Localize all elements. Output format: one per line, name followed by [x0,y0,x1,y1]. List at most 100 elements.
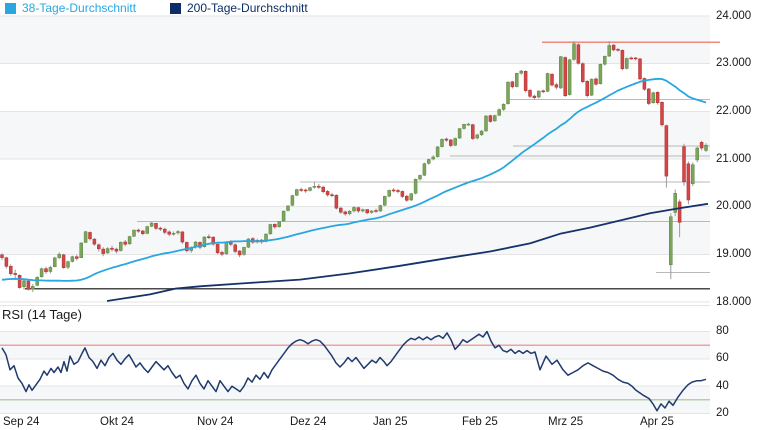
candle [664,125,669,177]
candle [488,115,493,122]
price-axis-label: 18.000 [716,295,752,308]
candle [682,146,686,183]
candle [105,248,110,254]
candle [686,163,691,201]
candle [616,49,620,51]
candle [554,84,559,88]
candle [356,207,361,212]
candle [70,256,75,262]
legend-swatch-icon [170,2,181,14]
candle [312,186,317,188]
price-axis-label: 20.000 [716,200,752,213]
price-gridlines [0,15,710,303]
rsi-axis-label: 20 [716,407,729,419]
candle [532,95,537,98]
candle [145,226,149,234]
x-axis-label: Sep 24 [3,416,40,428]
candle [369,210,374,213]
candle [57,253,61,258]
candle [501,104,506,110]
candle [691,164,695,185]
candle [237,250,242,256]
candle [484,115,488,132]
candle [506,81,510,104]
candle [642,78,647,90]
candle [405,195,409,201]
price-axis-label: 19.000 [716,247,752,260]
candle [660,102,664,126]
candle [215,244,220,254]
candle [427,159,431,164]
candle [286,205,290,211]
candle [449,139,453,146]
candle [669,216,673,266]
candle [185,242,189,251]
candle [387,190,391,197]
candle [400,191,405,197]
candle [317,185,321,188]
candle [519,70,523,74]
candle [171,232,176,235]
candle [563,57,567,96]
candle [528,90,532,97]
candle [607,45,611,57]
candle [325,191,330,196]
candle [633,57,638,60]
candle [334,194,339,209]
candle [493,115,497,122]
x-axis-label: Mrz 25 [548,416,584,428]
candle [361,209,365,212]
candle [123,241,127,245]
candle [339,207,343,213]
price-axis-label: 24.000 [716,9,752,22]
candle [611,44,616,51]
legend-item-ma200[interactable]: 200-Tage-Durchschnitt [170,1,308,15]
candle [277,221,281,227]
legend-label: 200-Tage-Durchschnitt [187,1,308,15]
candle [88,232,92,240]
candle [295,189,299,196]
candle [61,254,66,268]
ma38-line [1,77,707,282]
candle [550,73,554,86]
candle [431,156,435,160]
candle [576,44,581,64]
candle [462,124,466,129]
legend-swatch-icon [5,2,16,14]
candle [141,230,145,234]
legend-item-ma38[interactable]: 38-Tage-Durchschnitt [5,1,136,15]
candle [180,231,185,243]
candle [211,236,215,245]
candle [655,92,660,104]
candle [699,142,704,149]
candle [39,268,44,277]
candle [321,186,325,192]
candle [559,56,563,89]
candle [515,73,519,87]
candle [246,238,251,248]
candle [92,238,97,245]
candle [299,189,303,191]
candle [343,211,347,215]
candle [440,139,444,147]
x-axis-label: Okt 24 [100,416,134,428]
candle [598,64,603,84]
candle [48,267,53,272]
rsi-indicator-chart [0,330,710,415]
candle [149,222,154,227]
price-axis-label: 22.000 [716,104,752,117]
ma200-line [106,202,709,302]
candle [409,193,413,201]
candle [475,134,479,139]
candle [585,81,589,96]
candle [132,229,136,237]
candle [589,78,594,96]
candle [136,229,141,232]
candle [176,231,180,234]
candle [422,163,427,176]
x-axis-label: Feb 25 [462,416,498,428]
rsi-title: RSI (14 Tage) [2,307,82,322]
candle [101,248,105,254]
candle [677,201,682,223]
candle [4,257,9,267]
